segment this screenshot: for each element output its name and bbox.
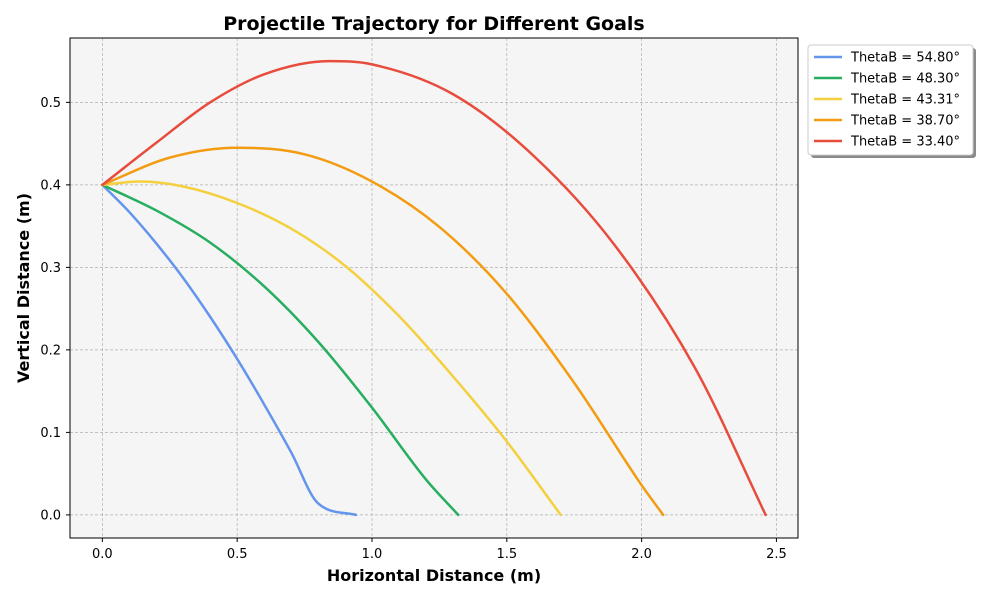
chart-title: Projectile Trajectory for Different Goal… [223,13,645,35]
legend-box [807,44,974,156]
legend-item-2: ThetaB = 48.30° [814,72,960,87]
series-line-3 [101,180,562,517]
series-line-1 [101,183,358,517]
y-tick-label: 0.2 [40,343,61,358]
x-tick-label: 2.5 [766,547,787,562]
y-tick-label: 0.1 [40,426,61,441]
legend-label: ThetaB = 48.30° [850,72,960,87]
y-tick-label: 0.3 [40,261,61,276]
x-tick-label: 0.0 [92,547,113,562]
series-line-2 [101,183,460,517]
x-axis-title: Horizontal Distance (m) [327,566,541,585]
legend-items: ThetaB = 54.80° ThetaB = 48.30° ThetaB = 4… [814,51,960,150]
legend-item-1: ThetaB = 54.80° [814,51,960,66]
legend-item-3: ThetaB = 43.31° [814,93,960,108]
plot-background [70,38,798,538]
x-axis: 0.0 0.5 1.0 1.5 2.0 2.5 [92,538,787,562]
y-tick-label: 0.4 [40,178,61,193]
legend-item-5: ThetaB = 33.40° [814,135,960,150]
y-axis-title: Vertical Distance (m) [14,193,33,383]
x-tick-label: 1.5 [496,547,517,562]
legend-label: ThetaB = 43.31° [850,93,960,108]
legend-item-4: ThetaB = 38.70° [814,114,960,129]
series-line-4 [101,146,665,517]
x-tick-label: 2.0 [631,547,652,562]
legend-label: ThetaB = 54.80° [850,51,960,66]
x-tick-label: 1.0 [362,547,383,562]
y-axis: 0.0 0.1 0.2 0.3 0.4 0.5 [40,96,70,523]
x-tick-label: 0.5 [227,547,248,562]
legend-label: ThetaB = 33.40° [850,135,960,150]
grid [70,38,798,538]
legend: ThetaB = 54.80° ThetaB = 48.30° ThetaB = 4… [807,44,976,158]
plot-area [69,37,799,539]
series-layer [101,59,767,517]
legend-label: ThetaB = 38.70° [850,114,960,129]
series-line-5 [101,59,767,517]
plot-frame [69,37,799,539]
y-tick-label: 0.5 [40,96,61,111]
y-tick-label: 0.0 [40,508,61,523]
